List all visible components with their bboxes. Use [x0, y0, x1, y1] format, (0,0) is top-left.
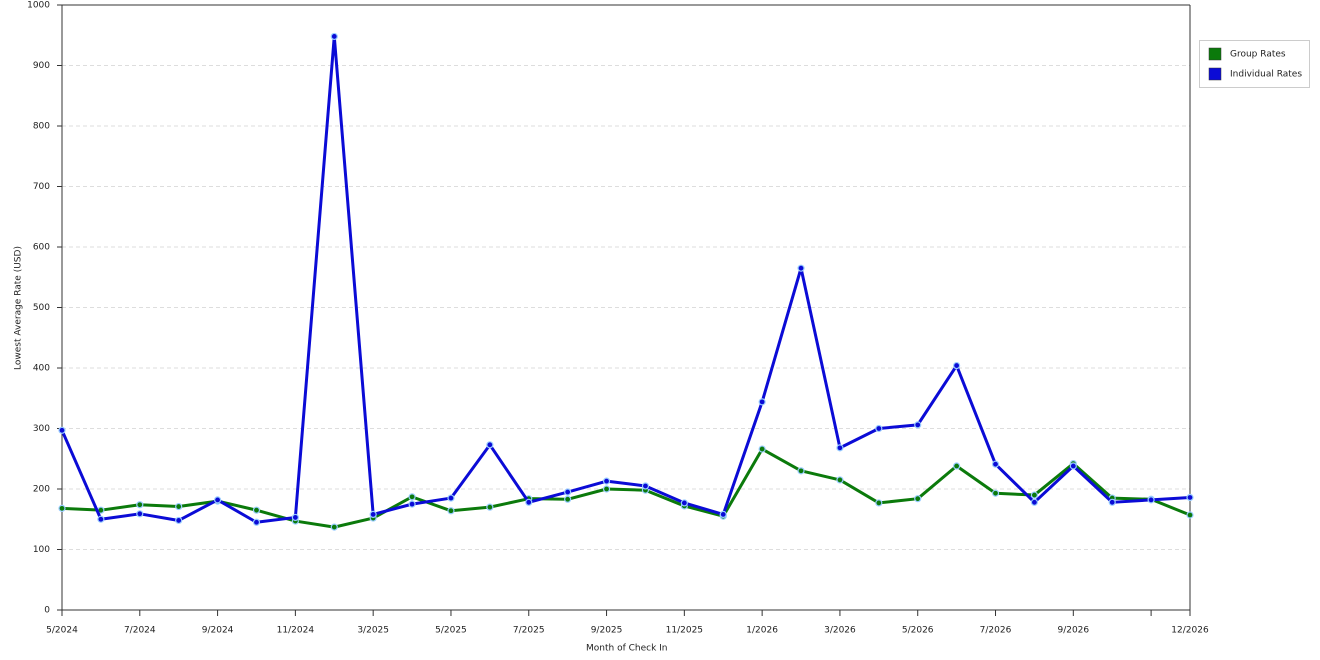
- point: [486, 441, 494, 449]
- legend-box: [1199, 40, 1310, 88]
- point: [369, 510, 377, 519]
- point: [486, 503, 494, 511]
- point: [564, 488, 572, 496]
- point: [175, 516, 183, 525]
- point: [991, 489, 1000, 497]
- point: [758, 445, 766, 453]
- point: [991, 460, 1000, 468]
- point: [1147, 496, 1155, 504]
- point: [758, 398, 766, 406]
- x-tick-label: 7/2025: [513, 626, 545, 636]
- x-tick-label: 1/2026: [746, 626, 778, 636]
- y-tick-label: 500: [33, 303, 50, 313]
- legend-swatch: [1208, 47, 1222, 61]
- point: [58, 426, 66, 434]
- x-axis-label: Month of Check In: [586, 644, 668, 654]
- point: [447, 507, 455, 515]
- y-tick-label: 200: [33, 485, 50, 495]
- point: [408, 493, 416, 501]
- y-tick-label: 100: [33, 545, 50, 555]
- y-tick-label: 1000: [27, 1, 50, 11]
- x-tick-label: 7/2026: [980, 626, 1012, 636]
- point: [136, 510, 144, 518]
- point: [97, 515, 105, 523]
- point: [602, 485, 611, 493]
- point: [175, 502, 183, 511]
- point: [914, 421, 922, 429]
- point: [330, 523, 338, 531]
- y-tick-label: 700: [33, 182, 50, 192]
- legend-label: Group Rates: [1230, 50, 1286, 60]
- y-tick-label: 400: [33, 364, 50, 374]
- point: [330, 32, 338, 41]
- point: [1108, 498, 1116, 506]
- point: [136, 501, 144, 509]
- y-tick-label: 900: [33, 61, 50, 71]
- point: [836, 476, 844, 484]
- x-tick-label: 3/2026: [824, 626, 856, 636]
- point: [953, 361, 961, 370]
- point: [602, 477, 611, 485]
- x-tick-label: 12/2026: [1171, 626, 1209, 636]
- y-tick-label: 600: [33, 243, 50, 253]
- point: [836, 444, 844, 452]
- point: [1030, 491, 1039, 499]
- legend-swatch: [1208, 67, 1222, 81]
- point: [719, 510, 727, 519]
- point: [447, 494, 455, 502]
- point: [525, 498, 533, 506]
- point: [564, 495, 572, 503]
- point: [1030, 498, 1039, 506]
- point: [797, 264, 805, 272]
- series-line: [60, 34, 1191, 524]
- legend-label: Individual Rates: [1230, 70, 1302, 80]
- point: [875, 424, 883, 433]
- x-tick-label: 5/2025: [435, 626, 467, 636]
- point: [953, 462, 961, 470]
- point: [914, 495, 922, 503]
- y-tick-label: 800: [33, 122, 50, 132]
- y-tick-label: 300: [33, 424, 50, 434]
- x-tick-label: 9/2025: [591, 626, 623, 636]
- y-axis-label: Lowest Average Rate (USD): [14, 246, 24, 370]
- x-tick-label: 3/2025: [357, 626, 389, 636]
- point: [1186, 511, 1194, 519]
- x-tick-label: 5/2024: [46, 626, 78, 636]
- series-line: [61, 447, 1191, 529]
- point: [797, 467, 805, 475]
- point: [1069, 462, 1077, 470]
- x-tick-label: 9/2026: [1057, 626, 1089, 636]
- x-tick-label: 7/2024: [124, 626, 156, 636]
- point: [408, 500, 416, 508]
- x-tick-label: 5/2026: [902, 626, 934, 636]
- point: [291, 513, 299, 522]
- point: [875, 499, 883, 507]
- x-tick-label: 11/2024: [277, 626, 315, 636]
- y-tick-label: 0: [44, 606, 50, 616]
- point: [252, 518, 261, 526]
- point: [1186, 493, 1194, 502]
- point: [58, 504, 66, 512]
- point: [680, 499, 688, 507]
- x-tick-label: 9/2024: [202, 626, 234, 636]
- point: [641, 482, 650, 490]
- point: [252, 506, 261, 514]
- point: [213, 496, 222, 504]
- x-tick-label: 11/2025: [666, 626, 703, 636]
